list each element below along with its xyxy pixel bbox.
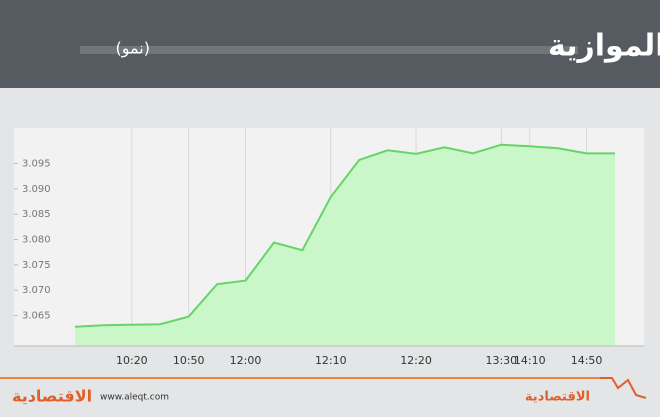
x-tick-label: 12:20: [400, 354, 432, 367]
x-tick-label: 12:00: [230, 354, 262, 367]
line: [74, 143, 615, 328]
chart-subtitle: (نمو): [116, 39, 150, 59]
x-tick-label: 10:50: [173, 354, 205, 367]
x-tick-label: 10:20: [116, 354, 148, 367]
footer-logo-right: الاقتصادية: [525, 390, 590, 405]
y-tick-label: 3.070: [22, 285, 51, 296]
y-tick-label: 3.085: [22, 209, 51, 220]
y-tick-label: 3.090: [22, 184, 51, 195]
x-tick-label: 12:10: [315, 354, 347, 367]
area-fill: [75, 144, 615, 346]
y-tick-label: 3.080: [22, 235, 51, 246]
x-tick-label: 14:50: [571, 354, 603, 367]
footer-website: www.aleqt.com: [100, 393, 169, 403]
y-tick-label: 3.065: [22, 311, 51, 322]
footer-icon: [600, 377, 647, 399]
header: [0, 0, 660, 88]
chart-title: مؤشر السوق الموازية: [548, 29, 660, 64]
header-strip: [80, 46, 578, 54]
x-tick-label: 13:30: [485, 354, 517, 367]
footer-logo: الاقتصادية: [12, 387, 92, 406]
y-tick-label: 3.095: [22, 158, 51, 169]
x-tick-label: 14:10: [514, 354, 546, 367]
y-tick-label: 3.075: [22, 260, 51, 271]
